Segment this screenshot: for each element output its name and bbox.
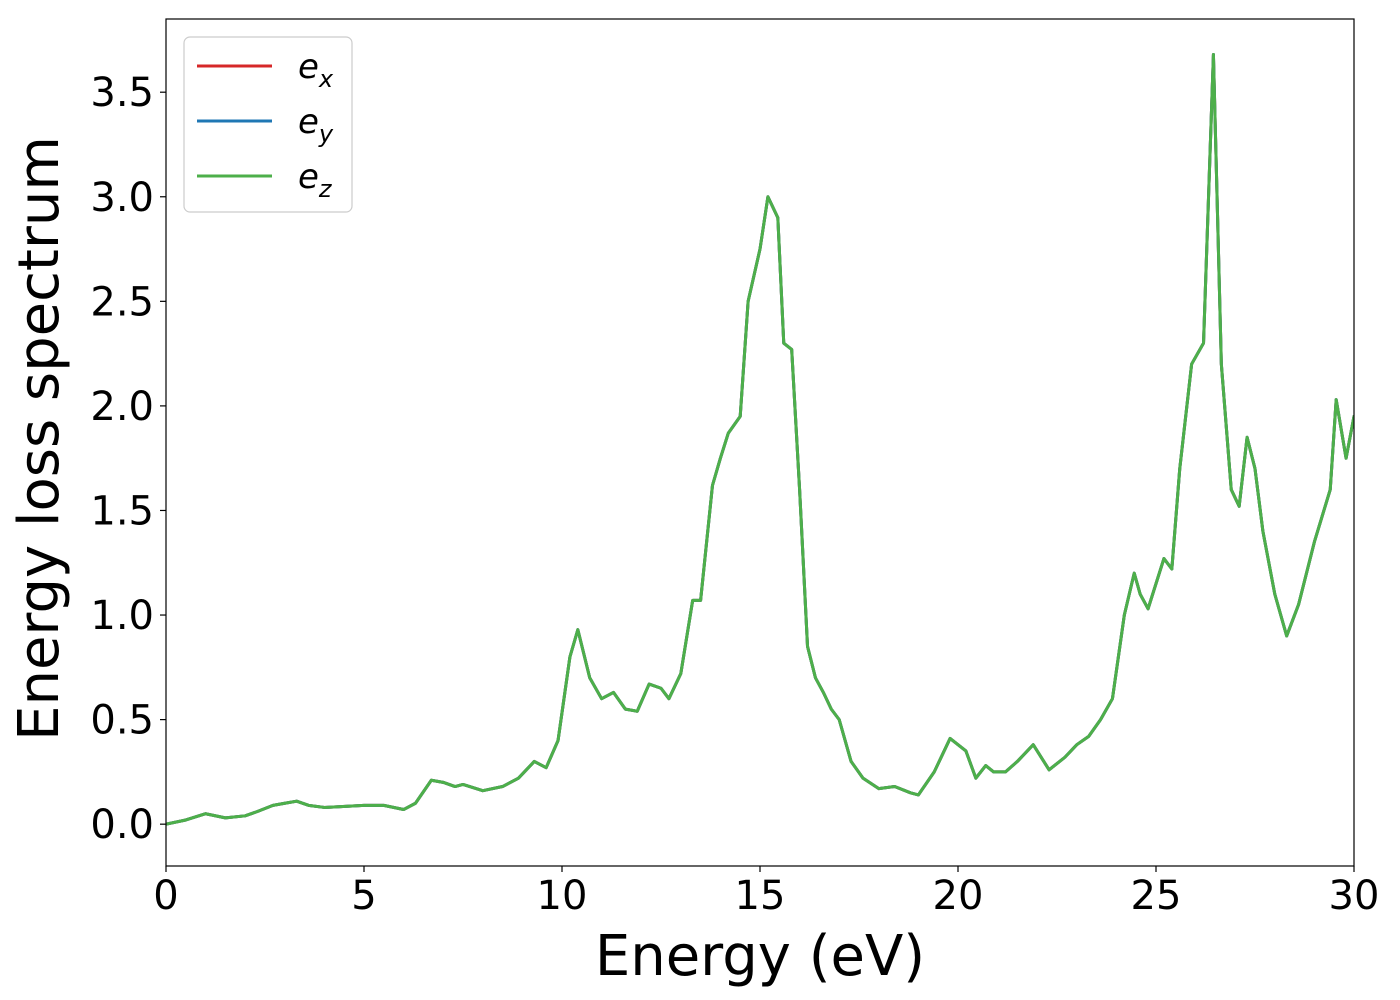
- legend: ex ey ez: [183, 36, 353, 213]
- x-axis-label: Energy (eV): [595, 924, 925, 989]
- legend-label-ey: ey: [298, 102, 334, 148]
- y-axis-label: Energy loss spectrum: [7, 136, 72, 741]
- series-line-e-z: [166, 53, 1354, 826]
- x-axis-ticks: 0 5 10 15 20 25 30: [153, 866, 1379, 919]
- y-tick-label: 1.0: [90, 593, 154, 639]
- legend-label-ez: ez: [298, 157, 333, 203]
- legend-box: [183, 36, 353, 213]
- y-tick-label: 3.5: [90, 70, 154, 116]
- x-tick-label: 10: [537, 873, 588, 919]
- x-tick-label: 20: [933, 873, 984, 919]
- y-tick-label: 2.5: [90, 279, 154, 325]
- y-tick-label: 3.0: [90, 175, 154, 221]
- x-tick-label: 0: [153, 873, 178, 919]
- x-tick-label: 15: [735, 873, 786, 919]
- y-tick-label: 0.5: [90, 698, 154, 744]
- series-layer: [166, 53, 1354, 826]
- y-tick-label: 0.0: [90, 802, 154, 848]
- legend-label-ex: ex: [298, 47, 334, 93]
- y-tick-label: 1.5: [90, 488, 154, 534]
- x-tick-label: 25: [1131, 873, 1182, 919]
- y-axis-ticks: 0.0 0.5 1.0 1.5 2.0 2.5 3.0 3.5: [90, 70, 166, 848]
- x-tick-label: 30: [1329, 873, 1380, 919]
- x-tick-label: 5: [351, 873, 376, 919]
- y-tick-label: 2.0: [90, 384, 154, 430]
